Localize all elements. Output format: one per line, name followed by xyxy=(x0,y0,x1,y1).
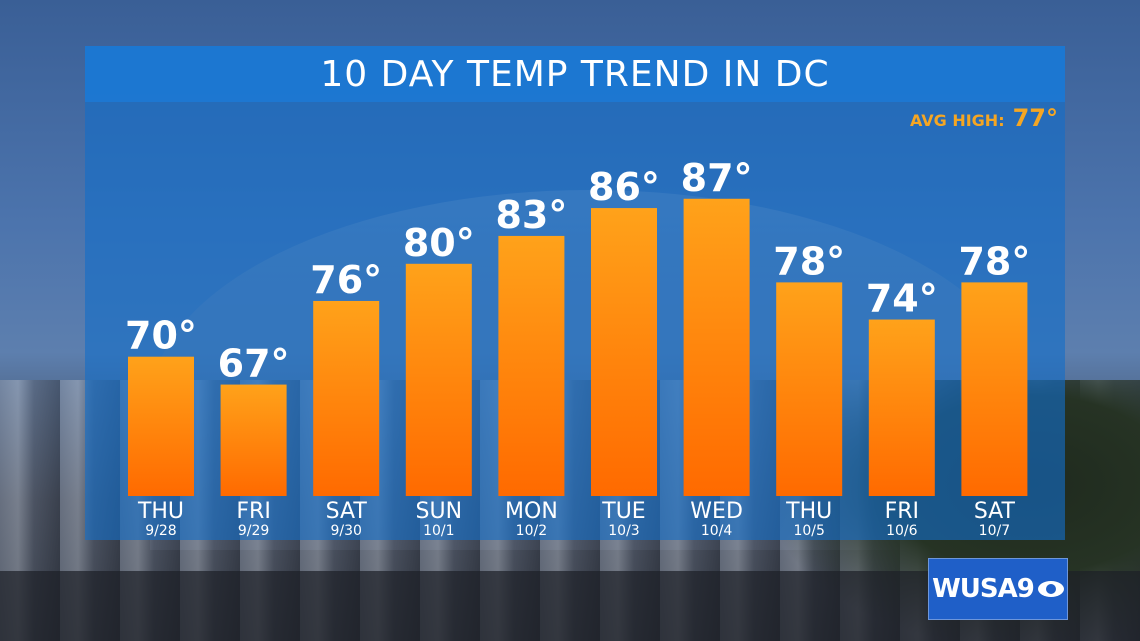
avg-high: AVG HIGH: 77° xyxy=(910,104,1058,132)
bar-7 xyxy=(683,198,750,496)
day-label-10: SAT xyxy=(974,499,1016,524)
day-label-2: FRI xyxy=(236,499,270,524)
date-label-2: 9/29 xyxy=(238,523,269,539)
bar-1 xyxy=(128,356,194,496)
date-label-4: 10/1 xyxy=(423,523,454,539)
station-logo: WUSA9 xyxy=(928,558,1068,620)
value-label-6: 86° xyxy=(588,165,660,209)
day-label-5: MON xyxy=(505,499,558,524)
value-label-4: 80° xyxy=(403,221,475,265)
day-label-3: SAT xyxy=(326,499,368,524)
value-label-9: 74° xyxy=(866,277,938,321)
date-label-7: 10/4 xyxy=(701,523,733,539)
value-label-3: 76° xyxy=(310,258,382,302)
day-label-6: TUE xyxy=(601,499,645,524)
cbs-eye-icon xyxy=(1037,581,1064,597)
avg-high-label: AVG HIGH: xyxy=(909,111,1005,130)
bars-group: 70°THU9/2867°FRI9/2976°SAT9/3080°SUN10/1… xyxy=(125,156,1030,539)
date-label-10: 10/7 xyxy=(979,523,1010,539)
date-label-8: 10/5 xyxy=(793,523,824,539)
bar-2 xyxy=(220,384,287,496)
value-label-7: 87° xyxy=(681,156,753,200)
avg-high-value: 77° xyxy=(1012,104,1058,132)
value-label-2: 67° xyxy=(218,342,290,386)
date-label-3: 9/30 xyxy=(330,523,361,539)
chart-title: 10 DAY TEMP TREND IN DC xyxy=(320,53,830,95)
bar-3 xyxy=(313,300,380,496)
value-label-10: 78° xyxy=(958,239,1030,283)
date-label-9: 10/6 xyxy=(886,523,918,539)
title-bar: 10 DAY TEMP TREND IN DC xyxy=(85,46,1065,102)
logo-text: WUSA9 xyxy=(932,574,1035,604)
date-label-6: 10/3 xyxy=(608,523,639,539)
bar-5 xyxy=(498,235,565,496)
date-label-1: 9/28 xyxy=(145,523,176,539)
day-label-8: THU xyxy=(785,499,832,524)
bar-6 xyxy=(591,208,657,496)
day-label-7: WED xyxy=(690,499,743,524)
day-label-1: THU xyxy=(137,499,184,524)
day-label-9: FRI xyxy=(885,499,919,524)
value-label-1: 70° xyxy=(125,314,197,358)
day-label-4: SUN xyxy=(416,499,463,524)
bar-10 xyxy=(961,282,1028,496)
bar-9 xyxy=(868,319,935,496)
bar-8 xyxy=(776,282,843,496)
date-label-5: 10/2 xyxy=(516,523,547,539)
value-label-5: 83° xyxy=(495,193,567,237)
bar-4 xyxy=(405,263,472,496)
value-label-8: 78° xyxy=(773,239,845,283)
